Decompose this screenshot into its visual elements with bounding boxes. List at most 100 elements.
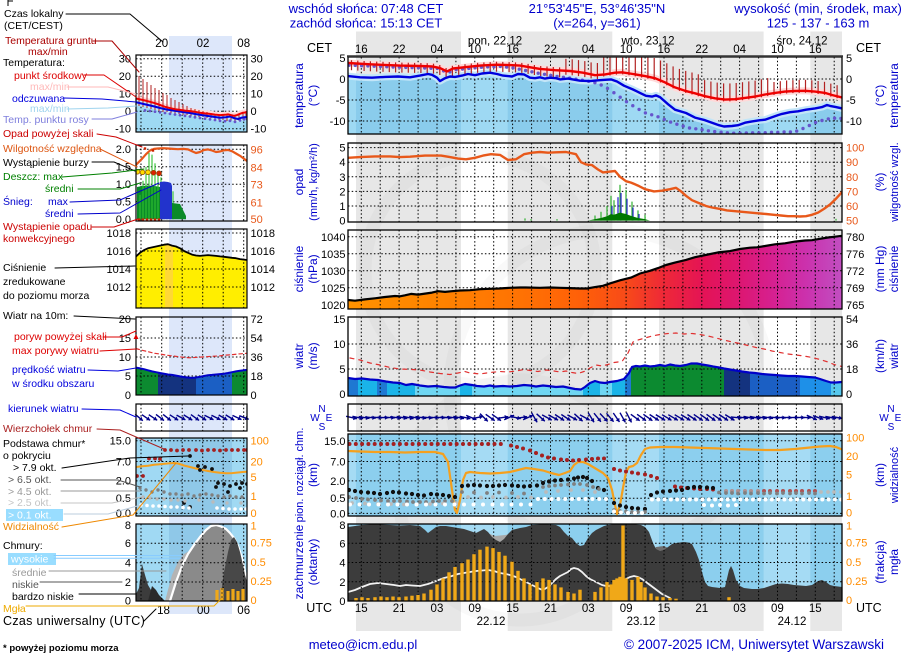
svg-text:-10: -10 [330,116,346,128]
svg-text:UTC: UTC [306,601,332,615]
svg-text:0: 0 [846,74,852,86]
svg-text:wysokość (min, środek, max): wysokość (min, środek, max) [733,1,902,16]
svg-text:125 - 137 - 163 m: 125 - 137 - 163 m [767,16,870,31]
svg-text:> 0.1 okt.: > 0.1 okt. [8,510,52,522]
svg-text:(mm/h, kg/m²/h): (mm/h, kg/m²/h) [308,143,320,221]
svg-text:22.12: 22.12 [477,616,506,628]
svg-text:36: 36 [251,352,263,364]
svg-text:-5: -5 [336,95,346,107]
svg-text:04: 04 [582,44,595,56]
svg-text:36: 36 [846,339,858,351]
svg-text:21°53'45"E, 53°46'35"N: 21°53'45"E, 53°46'35"N [529,1,666,16]
svg-text:(%): (%) [873,173,887,192]
svg-text:1018: 1018 [251,228,275,240]
svg-text:wiatr: wiatr [292,343,306,369]
svg-text:00: 00 [197,605,210,617]
svg-text:0: 0 [339,596,345,608]
svg-text:o pokryciu: o pokryciu [3,450,51,462]
svg-text:> 2.5 okt.: > 2.5 okt. [8,497,52,509]
svg-text:1035: 1035 [321,249,345,261]
svg-text:772: 772 [846,266,864,278]
svg-text:2.0: 2.0 [116,144,131,156]
svg-text:0: 0 [846,595,852,607]
svg-text:1012: 1012 [251,282,275,294]
svg-text:09: 09 [620,603,633,615]
svg-text:wschód słońca: 07:48 CET: wschód słońca: 07:48 CET [288,1,444,16]
svg-text:1030: 1030 [321,266,345,278]
svg-text:(°C): (°C) [306,85,320,106]
svg-text:22: 22 [695,44,708,56]
svg-text:0: 0 [846,508,852,520]
svg-text:24.12: 24.12 [778,616,807,628]
svg-text:8: 8 [339,520,345,532]
svg-text:04: 04 [431,44,444,56]
svg-text:wiatr: wiatr [887,343,901,369]
svg-text:4: 4 [339,157,345,169]
svg-text:poryw powyżej skali: poryw powyżej skali [14,331,107,343]
svg-text:765: 765 [846,300,864,312]
svg-text:1: 1 [846,491,852,503]
svg-text:8: 8 [125,520,131,532]
svg-text:50: 50 [846,216,858,228]
svg-text:0.75: 0.75 [846,538,867,550]
svg-text:776: 776 [846,249,864,261]
svg-text:śro, 24.12: śro, 24.12 [776,36,827,48]
svg-text:18: 18 [846,364,858,376]
svg-text:5: 5 [125,371,131,383]
svg-text:2: 2 [339,186,345,198]
svg-text:średnie: średnie [12,567,47,579]
svg-text:wysokie: wysokie [10,554,49,566]
svg-text:0: 0 [846,389,852,401]
svg-text:0: 0 [339,216,345,228]
svg-text:21: 21 [544,603,557,615]
svg-text:(frakcja): (frakcja) [873,540,887,583]
svg-text:0.5: 0.5 [116,493,131,505]
svg-text:4: 4 [339,558,345,570]
svg-text:1: 1 [251,520,257,532]
svg-text:20: 20 [846,451,858,463]
svg-text:S: S [888,422,895,433]
svg-text:© 2007-2025 ICM, Uniwersytet W: © 2007-2025 ICM, Uniwersytet Warszawski [624,637,884,652]
svg-text:72: 72 [251,314,263,326]
svg-text:CET: CET [856,41,881,55]
svg-text:23.12: 23.12 [627,616,656,628]
svg-text:02: 02 [197,38,210,50]
svg-text:Temp. punktu rosy: Temp. punktu rosy [3,114,90,126]
svg-text:-5: -5 [846,95,856,107]
svg-text:bardzo niskie: bardzo niskie [12,591,74,603]
svg-text:54: 54 [846,314,858,326]
svg-text:100: 100 [846,433,864,445]
svg-text:1016: 1016 [107,246,131,258]
svg-text:70: 70 [846,186,858,198]
svg-text:06: 06 [237,605,250,617]
svg-text:wilgotność wzgl.: wilgotność wzgl. [889,142,901,222]
svg-text:w środku obszaru: w środku obszaru [11,378,94,390]
svg-text:10: 10 [333,339,345,351]
svg-text:Chmury:: Chmury: [3,540,43,552]
svg-text:meteo@icm.edu.pl: meteo@icm.edu.pl [309,637,418,652]
svg-text:-10: -10 [115,124,131,136]
svg-text:0: 0 [251,390,257,402]
svg-text:18: 18 [251,371,263,383]
svg-text:max/min: max/min [30,81,70,93]
svg-text:(m/s): (m/s) [306,342,320,369]
svg-text:max: max [48,196,69,208]
svg-text:1014: 1014 [107,264,131,276]
svg-text:1020: 1020 [321,300,345,312]
svg-text:21: 21 [695,603,708,615]
svg-text:780: 780 [846,232,864,244]
svg-text:zachmurzenie: zachmurzenie [292,524,306,599]
svg-text:ciśnienie: ciśnienie [292,245,306,292]
svg-text:2: 2 [339,577,345,589]
svg-text:UTC: UTC [856,601,882,615]
svg-text:Deszcz: max: Deszcz: max [3,171,64,183]
svg-text:(x=264, y=361): (x=264, y=361) [553,16,640,31]
svg-text:03: 03 [431,603,444,615]
svg-text:6: 6 [339,538,345,550]
svg-text:15: 15 [809,603,822,615]
svg-text:5: 5 [846,470,852,482]
svg-text:niskie: niskie [12,579,39,591]
svg-text:0.75: 0.75 [251,537,272,549]
svg-text:15: 15 [658,603,671,615]
svg-text:(CET/CEST): (CET/CEST) [4,20,63,32]
